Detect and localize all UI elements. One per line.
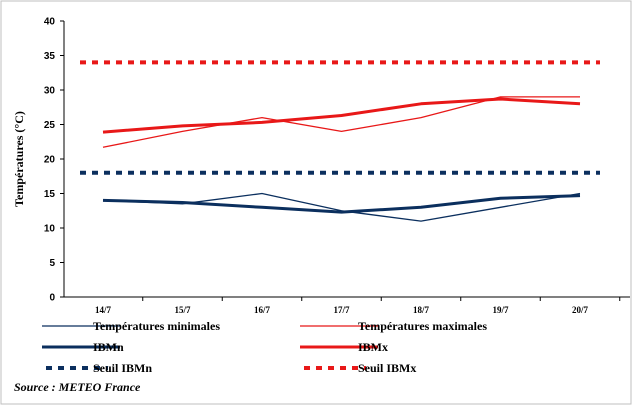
x-tick-label: 14/7 bbox=[95, 305, 112, 315]
series-line-2 bbox=[102, 96, 580, 148]
series-line-4 bbox=[102, 97, 581, 134]
legend-label-5: Seuil IBMn bbox=[93, 361, 152, 375]
y-axis-label: Températures (°C) bbox=[12, 111, 26, 207]
y-tick-label: 0 bbox=[49, 293, 55, 304]
legend-label-6: Seuil IBMx bbox=[358, 361, 416, 375]
x-tick-label: 20/7 bbox=[572, 305, 589, 315]
y-tick-label: 25 bbox=[44, 120, 56, 131]
x-tick-label: 18/7 bbox=[413, 305, 430, 315]
legend-label-1: Températures minimales bbox=[93, 319, 220, 333]
y-tick-label: 30 bbox=[44, 86, 56, 97]
y-tick-label: 20 bbox=[44, 155, 56, 166]
y-tick-label: 35 bbox=[44, 51, 56, 62]
y-tick-label: 15 bbox=[44, 189, 56, 200]
x-tick-label: 15/7 bbox=[174, 305, 191, 315]
x-tick-label: 19/7 bbox=[492, 305, 509, 315]
y-tick-label: 10 bbox=[44, 224, 56, 235]
legend-label-4: IBMx bbox=[358, 340, 388, 354]
y-tick-label: 40 bbox=[44, 17, 56, 28]
legend: Températures minimales Températures maxim… bbox=[42, 319, 487, 375]
x-tick-label: 16/7 bbox=[254, 305, 271, 315]
series-line-3 bbox=[102, 194, 581, 214]
plot-area: 0 5 10 15 20 25 30 35 40 14/7 15/7 16/7 17/7 18/7 19/7… bbox=[12, 17, 630, 315]
legend-label-2: Températures maximales bbox=[358, 319, 487, 333]
y-tick-label: 5 bbox=[49, 258, 55, 269]
source-note: Source : METEO France bbox=[14, 380, 141, 394]
legend-label-3: IBMn bbox=[93, 340, 124, 354]
x-tick-label: 17/7 bbox=[333, 305, 350, 315]
